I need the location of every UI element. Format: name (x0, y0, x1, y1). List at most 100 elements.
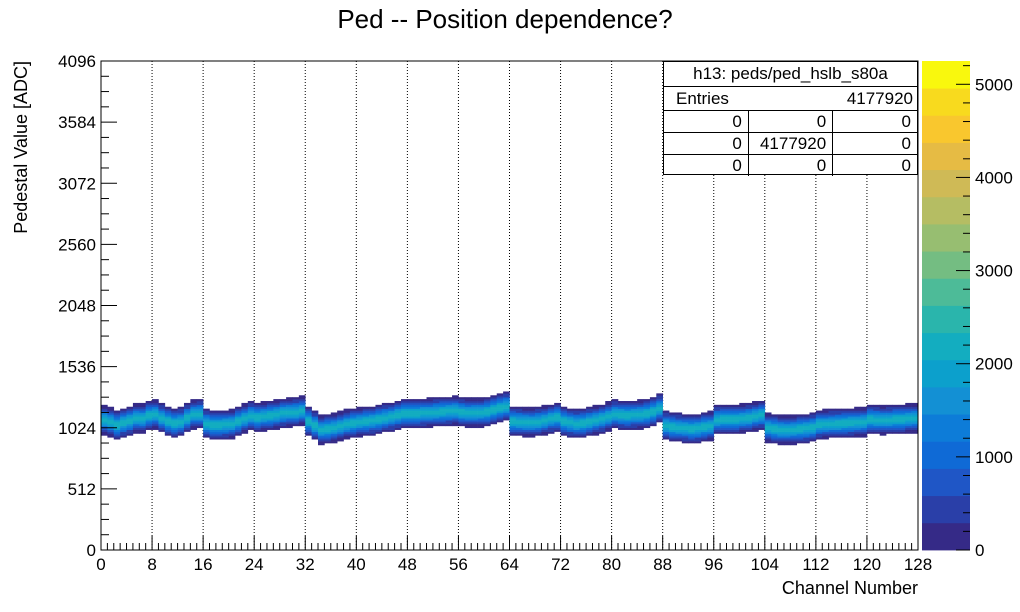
heatmap-bin (107, 425, 115, 429)
heatmap-bin (400, 399, 408, 402)
heatmap-bin (528, 412, 536, 415)
heatmap-bin (235, 425, 242, 429)
heatmap-bin (458, 418, 466, 421)
heatmap-bin (643, 422, 651, 425)
x-tick-label: 16 (194, 555, 213, 574)
heatmap-bin (694, 439, 702, 442)
heatmap-bin (381, 429, 389, 432)
heatmap-bin (764, 431, 772, 434)
heatmap-bin (732, 410, 740, 413)
heatmap-bin (809, 433, 817, 436)
heatmap-bin (630, 401, 638, 404)
heatmap-bin (209, 412, 217, 415)
heatmap-bin (815, 412, 823, 415)
heatmap-bin (394, 427, 402, 430)
heatmap-bin (432, 406, 440, 409)
heatmap-bin (681, 435, 689, 438)
heatmap-bin (605, 404, 612, 408)
heatmap-bin (732, 420, 740, 423)
heatmap-bin (860, 431, 868, 434)
heatmap-bin (586, 429, 593, 432)
heatmap-bin (637, 418, 644, 421)
heatmap-bin (618, 401, 625, 404)
heatmap-bin (222, 420, 229, 423)
heatmap-bin (713, 422, 721, 425)
heatmap-bin (452, 395, 459, 398)
heatmap-bin (796, 439, 804, 442)
heatmap-bin (145, 402, 153, 406)
heatmap-bin (381, 425, 389, 429)
heatmap-bin (145, 412, 153, 415)
heatmap-bin (113, 429, 121, 432)
heatmap-bin (343, 431, 351, 434)
heatmap-bin (388, 423, 395, 427)
heatmap-bin (560, 427, 568, 430)
heatmap-bin (835, 420, 842, 423)
heatmap-bin (854, 420, 861, 423)
heatmap-bin (535, 408, 542, 411)
heatmap-bin (132, 423, 140, 427)
heatmap-bin (579, 408, 587, 411)
heatmap-bin (873, 412, 881, 415)
heatmap-bin (579, 431, 587, 434)
heatmap-bin (752, 401, 759, 404)
heatmap-bin (573, 425, 581, 429)
heatmap-bin (458, 412, 466, 415)
heatmap-bin (522, 427, 529, 430)
heatmap-bin (522, 423, 529, 427)
heatmap-bin (318, 441, 325, 444)
heatmap-bin (515, 425, 523, 429)
heatmap-bin (547, 414, 555, 417)
heatmap-bin (522, 425, 529, 429)
heatmap-bin (222, 422, 229, 425)
z-tick-label: 5000 (975, 75, 1013, 94)
heatmap-bin (886, 423, 893, 427)
heatmap-bin (177, 416, 185, 419)
heatmap-bin (324, 418, 332, 421)
heatmap-bin (426, 404, 434, 408)
heatmap-bin (445, 410, 453, 413)
x-tick-label: 40 (347, 555, 366, 574)
heatmap-bin (675, 433, 683, 436)
heatmap-bin (586, 408, 593, 411)
heatmap-bin (158, 420, 166, 423)
heatmap-bin (803, 420, 810, 423)
heatmap-bin (388, 425, 395, 429)
heatmap-bin (809, 422, 817, 425)
heatmap-bin (566, 435, 574, 438)
heatmap-bin (215, 431, 223, 434)
heatmap-bin (318, 435, 325, 438)
heatmap-bin (452, 401, 459, 404)
heatmap-bin (592, 422, 600, 425)
heatmap-bin (254, 414, 261, 417)
heatmap-bin (790, 427, 798, 430)
heatmap-bin (266, 420, 274, 423)
heatmap-bin (649, 423, 657, 427)
heatmap-bin (260, 414, 268, 417)
heatmap-bin (707, 410, 715, 413)
heatmap-bin (324, 422, 332, 425)
heatmap-bin (592, 408, 600, 411)
heatmap-bin (579, 418, 587, 421)
stats-entries-value: 4177920 (846, 89, 913, 108)
heatmap-bin (624, 425, 632, 429)
heatmap-bin (860, 418, 868, 421)
heatmap-bin (171, 431, 178, 434)
heatmap-bin (745, 425, 753, 429)
heatmap-bin (503, 399, 510, 402)
heatmap-bin (681, 429, 689, 432)
heatmap-bin (477, 397, 485, 400)
heatmap-bin (630, 422, 638, 425)
heatmap-bin (847, 416, 855, 419)
heatmap-bin (381, 404, 389, 408)
heatmap-bin (101, 418, 108, 421)
heatmap-bin (356, 427, 363, 430)
heatmap-bin (624, 422, 632, 425)
heatmap-bin (783, 416, 791, 419)
heatmap-bin (694, 418, 702, 421)
heatmap-bin (879, 431, 887, 434)
heatmap-bin (343, 433, 351, 436)
heatmap-bin (471, 401, 478, 404)
